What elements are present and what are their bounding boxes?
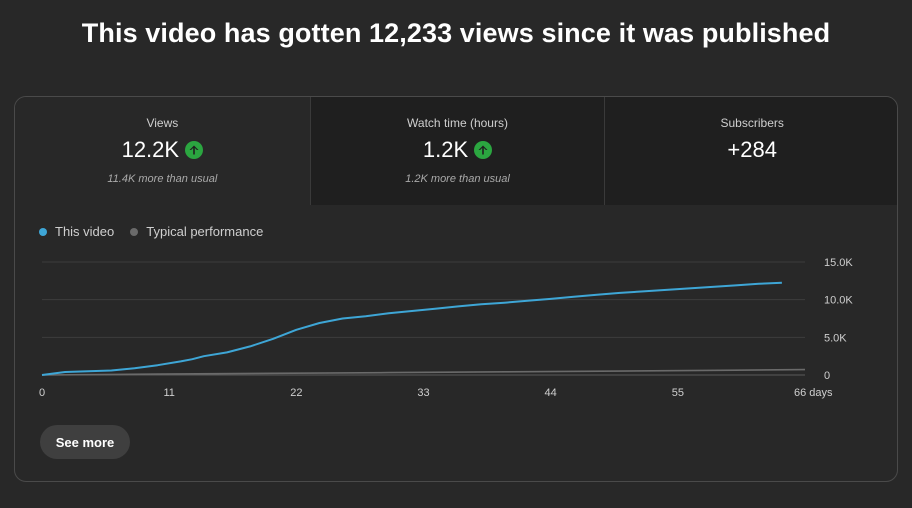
page-headline: This video has gotten 12,233 views since…: [81, 18, 831, 48]
arrow-up-icon: [474, 141, 493, 159]
legend-item-this-video: This video: [39, 224, 114, 239]
views-line-chart: 0 5.0K 10.0K 15.0K 0 11 22 33 44 55 66 days: [39, 257, 853, 399]
metric-label: Views: [146, 116, 179, 130]
metric-comparison: 11.4K more than usual: [107, 173, 218, 185]
y-tick-label: 5.0K: [824, 332, 847, 344]
metric-value: +284: [727, 137, 777, 162]
legend-label: This video: [55, 224, 115, 239]
see-more-button[interactable]: See more: [40, 425, 130, 459]
x-tick-label: 11: [163, 387, 174, 399]
chart-legend: This video Typical performance: [39, 224, 279, 239]
x-tick-label: 0: [39, 387, 45, 399]
analytics-card: Views 12.2K 11.4K more than usual Watch …: [14, 96, 898, 482]
x-tick-label: 44: [545, 387, 557, 399]
x-tick-label: 66 days: [794, 387, 833, 399]
metric-tab-views[interactable]: Views 12.2K 11.4K more than usual: [15, 97, 310, 205]
x-tick-label: 33: [417, 387, 429, 399]
x-tick-label: 55: [672, 387, 684, 399]
x-tick-label: 22: [290, 387, 302, 399]
metric-value: 1.2K: [422, 137, 469, 162]
metric-value: 12.2K: [121, 137, 180, 162]
metric-label: Watch time (hours): [407, 116, 508, 130]
metric-comparison: 1.2K more than usual: [405, 173, 510, 185]
legend-label: Typical performance: [146, 224, 264, 239]
legend-item-typical: Typical performance: [130, 224, 263, 239]
y-tick-label: 10.0K: [824, 295, 853, 307]
series-line-this-video: [41, 281, 782, 376]
metric-tabs: Views 12.2K 11.4K more than usual Watch …: [15, 97, 897, 205]
legend-dot: [130, 227, 139, 236]
series-line-typical: [41, 368, 806, 376]
y-tick-label: 15.0K: [824, 257, 853, 269]
metric-tab-subscribers[interactable]: Subscribers +284: [604, 97, 897, 205]
y-tick-label: 0: [824, 370, 830, 382]
metric-tab-watch-time[interactable]: Watch time (hours) 1.2K 1.2K more than u…: [309, 97, 605, 205]
arrow-up-icon: [185, 141, 204, 159]
metric-label: Subscribers: [720, 116, 784, 130]
legend-dot: [39, 227, 47, 236]
